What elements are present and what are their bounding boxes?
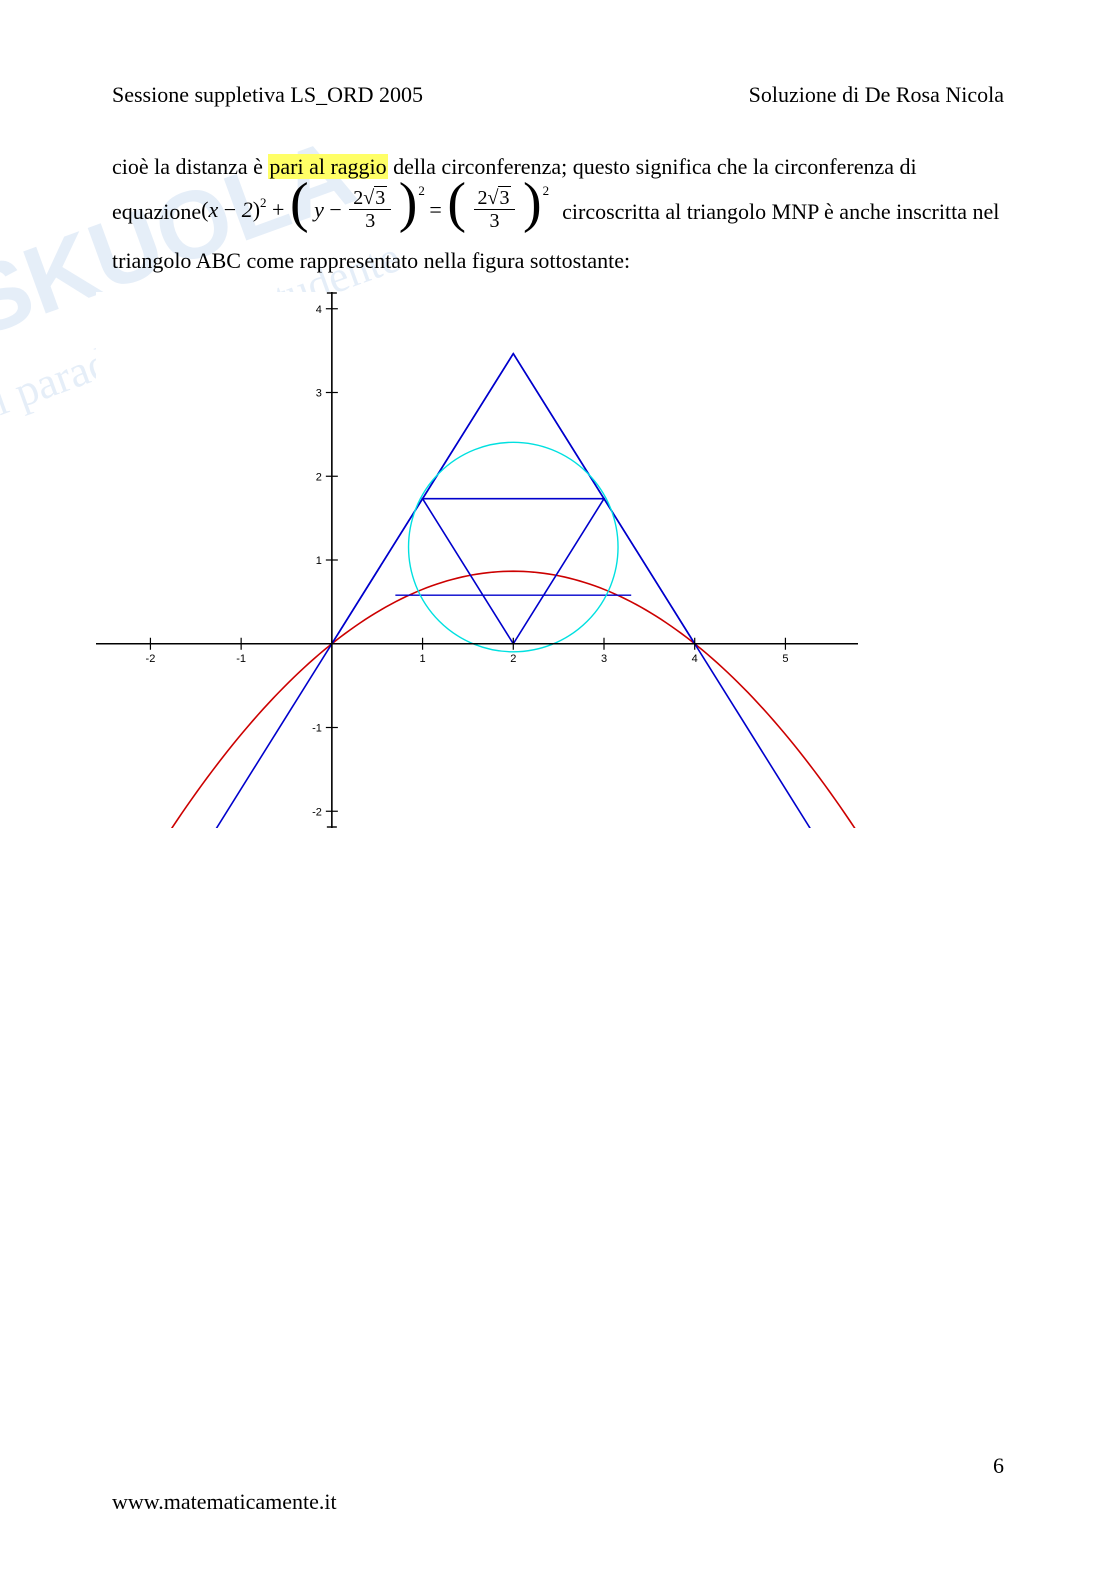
header-left: Sessione suppletiva LS_ORD 2005 (112, 82, 423, 108)
paragraph-2: triangolo ABC come rappresentato nella f… (112, 244, 1004, 278)
figure-svg: -2 -1 1 2 3 4 5 -2 -1 1 2 3 4 (96, 292, 858, 828)
para1-post: della circonferenza; questo significa ch… (388, 154, 917, 179)
y-tick-label: 3 (316, 388, 322, 400)
x-tick-label: -1 (236, 653, 246, 665)
eq-trail: circoscritta al triangolo MNP è anche in… (548, 195, 1004, 229)
x-tick-label: 3 (601, 653, 607, 665)
figure-bg (96, 292, 858, 828)
footer-url: www.matematicamente.it (112, 1489, 337, 1515)
para1-highlight: pari al raggio (268, 154, 387, 179)
eq-lead: equazione (112, 195, 201, 229)
y-tick-label: 2 (316, 471, 322, 483)
x-tick-label: 1 (420, 653, 426, 665)
y-tick-label: 4 (316, 304, 322, 316)
x-tick-label: 4 (692, 653, 698, 665)
y-tick-label: -2 (312, 806, 322, 818)
equation-line: equazione (x − 2)2 + ( y − 2√33 )2 = ( 2… (112, 190, 1004, 234)
paragraph-1: cioè la distanza è pari al raggio della … (112, 150, 1004, 184)
footer-page-number: 6 (993, 1453, 1004, 1479)
x-tick-label: -2 (146, 653, 156, 665)
equation: (x − 2)2 + ( y − 2√33 )2 = ( 2√33 )2 (201, 190, 548, 234)
figure: -2 -1 1 2 3 4 5 -2 -1 1 2 3 4 (96, 292, 858, 833)
header-right: Soluzione di De Rosa Nicola (749, 82, 1004, 108)
page-header: Sessione suppletiva LS_ORD 2005 Soluzion… (112, 82, 1004, 108)
x-tick-label: 5 (782, 653, 788, 665)
y-tick-label: 1 (316, 555, 322, 567)
para1-pre: cioè la distanza è (112, 154, 268, 179)
y-tick-label: -1 (312, 723, 322, 735)
x-tick-label: 2 (510, 653, 516, 665)
